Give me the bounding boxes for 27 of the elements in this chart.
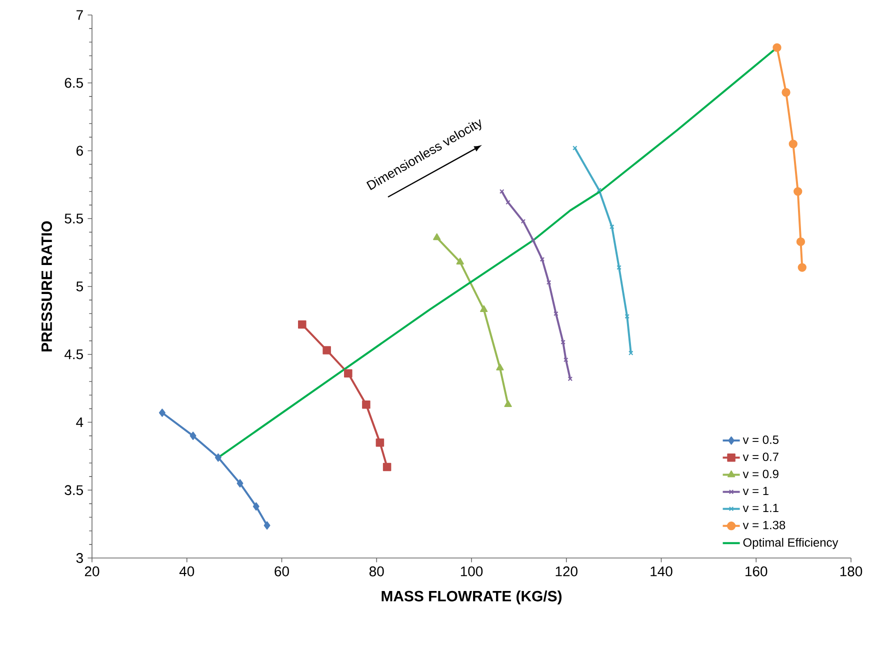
y-tick-label: 4.5 (64, 350, 83, 360)
x-tick-label: 140 (650, 566, 672, 576)
y-tick-label: 5 (76, 282, 83, 292)
x-tick-label: 80 (369, 566, 384, 576)
x-tick-label: 40 (179, 566, 194, 576)
y-tick-label: 6 (76, 146, 83, 156)
x-tick-label: 120 (556, 566, 578, 576)
y-tick-label: 3 (76, 553, 83, 563)
y-tick-label: 3.5 (64, 485, 83, 496)
y-tick-label: 6.5 (64, 78, 83, 88)
legend-label: v = 1 (742, 486, 768, 496)
legend-label: v = 0.9 (742, 470, 778, 478)
y-axis-title: PRESSURE RATIO (41, 221, 52, 352)
x-tick-label: 60 (274, 566, 289, 576)
x-tick-label: 180 (840, 566, 862, 576)
legend-label: v = 1.38 (742, 520, 786, 530)
legend-label: v = 0.7 (742, 452, 778, 462)
legend-label: Optimal Efficiency (743, 538, 838, 550)
y-tick-label: 7 (76, 10, 83, 20)
y-tick-label: 4 (76, 417, 84, 428)
legend-label: v = 1.1 (742, 504, 778, 512)
y-tick-label: 5.5 (64, 214, 83, 224)
x-tick-label: 160 (746, 566, 768, 576)
x-tick-label: 20 (84, 566, 100, 576)
x-axis-title: MASS FLOWRATE (KG/S) (382, 590, 562, 604)
legend-label: v = 0.5 (742, 435, 778, 444)
x-tick-label: 100 (460, 566, 483, 576)
